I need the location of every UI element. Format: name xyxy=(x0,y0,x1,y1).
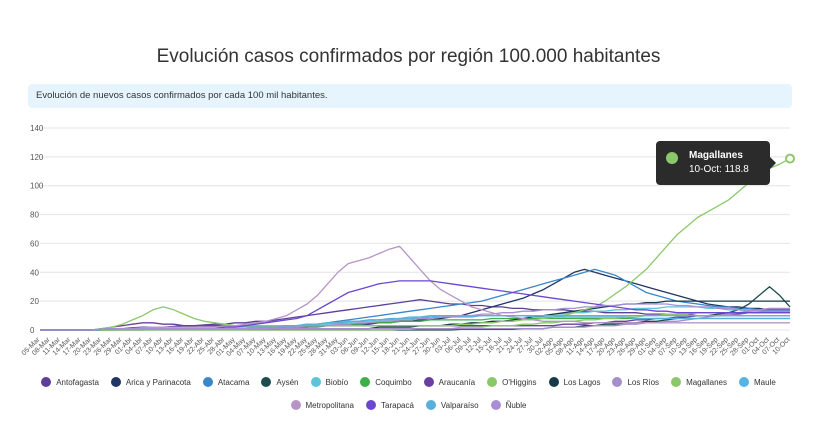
legend-dot-icon xyxy=(423,377,434,387)
legend-dot-icon xyxy=(41,377,52,387)
legend-dot-icon xyxy=(261,377,272,387)
legend-dot-icon xyxy=(548,377,559,387)
legend-item[interactable]: Biobío xyxy=(310,377,349,387)
legend-label: Tarapacá xyxy=(381,400,414,410)
legend-dot-icon xyxy=(366,400,376,410)
y-tick-label: 60 xyxy=(30,239,39,248)
legend-label: Magallanes xyxy=(686,377,727,387)
legend-label: Atacama xyxy=(217,377,250,387)
y-tick-label: 40 xyxy=(30,268,39,277)
legend-item[interactable]: Tarapacá xyxy=(366,400,414,410)
legend-label: Ñuble xyxy=(505,400,527,410)
y-tick-label: 80 xyxy=(30,211,39,220)
legend-dot-icon xyxy=(671,377,682,387)
legend-dot-icon xyxy=(490,400,501,410)
y-tick-label: 140 xyxy=(30,124,44,133)
legend-item[interactable]: Araucanía xyxy=(423,377,476,387)
y-tick-label: 20 xyxy=(30,297,39,306)
legend-item[interactable]: O'Higgins xyxy=(487,377,537,387)
legend-item[interactable]: Valparaíso xyxy=(425,400,479,410)
y-tick-label: 100 xyxy=(30,182,44,191)
legend-dot-icon xyxy=(202,377,213,387)
legend-dot-icon xyxy=(612,377,623,387)
legend-item[interactable]: Antofagasta xyxy=(41,377,99,387)
subtitle-banner: Evolución de nuevos casos confirmados po… xyxy=(28,84,792,108)
legend-item[interactable]: Coquimbo xyxy=(360,377,412,387)
legend-item[interactable]: Metropolitana xyxy=(290,400,354,410)
legend-label: Biobío xyxy=(325,377,349,387)
legend-label: Los Ríos xyxy=(627,377,660,387)
legend-label: Antofagasta xyxy=(56,377,99,387)
legend-label: Valparaíso xyxy=(440,400,479,410)
legend-label: Coquimbo xyxy=(375,377,412,387)
data-tooltip: Magallanes 10-Oct: 118.8 xyxy=(656,141,776,185)
legend-item[interactable]: Los Lagos xyxy=(548,377,601,387)
y-tick-label: 0 xyxy=(30,326,35,335)
legend-dot-icon xyxy=(360,377,371,387)
legend-item[interactable]: Magallanes xyxy=(671,377,727,387)
legend-label: Metropolitana xyxy=(305,400,354,410)
series-line-nuble xyxy=(40,303,790,331)
series-line-metropolitana xyxy=(40,245,790,331)
legend-item[interactable]: Ñuble xyxy=(490,400,527,410)
chart-title: Evolución casos confirmados por región 1… xyxy=(156,46,661,67)
legend-dot-icon xyxy=(310,377,321,387)
legend-item[interactable]: Los Ríos xyxy=(612,377,659,387)
legend-label: Maule xyxy=(753,377,776,387)
highlighted-point xyxy=(785,153,795,164)
legend-dot-icon xyxy=(425,400,436,410)
legend-label: Arica y Parinacota xyxy=(125,377,191,387)
tooltip-series-dot xyxy=(666,152,678,164)
legend-label: Aysén xyxy=(276,377,299,387)
legend-dot-icon xyxy=(487,377,498,387)
legend-label: O'Higgins xyxy=(502,377,537,387)
legend-dot-icon xyxy=(110,377,121,387)
legend-item[interactable]: Aysén xyxy=(261,377,299,387)
legend-dot-icon xyxy=(738,377,749,387)
legend-row-2: Metropolitana Tarapacá Valparaíso Ñuble xyxy=(0,400,817,410)
legend-item[interactable]: Arica y Parinacota xyxy=(110,377,191,387)
legend-dot-icon xyxy=(290,400,301,410)
chart-subtitle: Evolución de nuevos casos confirmados po… xyxy=(36,90,328,101)
legend-item[interactable]: Maule xyxy=(738,377,776,387)
tooltip-value: 10-Oct: 118.8 xyxy=(689,164,749,175)
series-line-aysen xyxy=(40,286,791,331)
tooltip-series-name: Magallanes xyxy=(689,150,743,161)
y-tick-label: 120 xyxy=(30,153,44,162)
series-line-magallanes xyxy=(40,158,791,331)
legend-row-1: Antofagasta Arica y Parinacota Atacama Aysé… xyxy=(0,377,817,387)
legend-item[interactable]: Atacama xyxy=(202,377,250,387)
legend-label: Araucanía xyxy=(438,377,476,387)
legend-label: Los Lagos xyxy=(563,377,601,387)
